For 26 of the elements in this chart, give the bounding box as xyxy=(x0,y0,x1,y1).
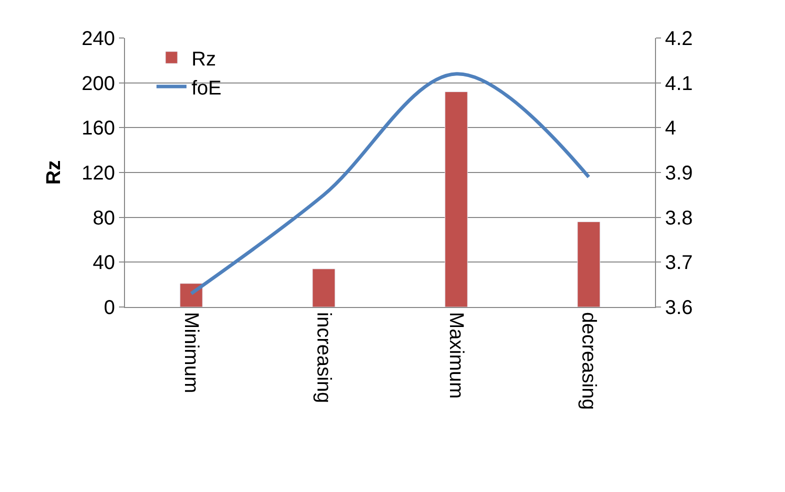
x-tick-label: Minimum xyxy=(180,312,202,394)
x-tick-label: decreasing xyxy=(577,312,600,410)
x-tick-label: Maximum xyxy=(444,312,467,399)
bar xyxy=(444,92,468,307)
y-axis-title: Rz xyxy=(43,160,66,185)
y2-tick-label: 3.8 xyxy=(665,207,693,230)
y-tick-label: 240 xyxy=(82,28,115,50)
y-tick-label: 160 xyxy=(82,118,115,140)
y-tick-label: 200 xyxy=(82,72,115,95)
y2-tick-label: 3.7 xyxy=(665,252,693,274)
bar xyxy=(312,268,336,307)
y-tick-label: 80 xyxy=(92,207,115,230)
line-series xyxy=(190,72,590,296)
y2-tick-label: 4.2 xyxy=(665,28,693,50)
bar xyxy=(577,222,600,307)
y2-tick-label: 4 xyxy=(665,118,676,140)
legend-label: Rz xyxy=(192,48,216,70)
x-tick-label: increasing xyxy=(312,312,334,404)
y2-tick-label: 3.9 xyxy=(665,162,693,184)
y-tick-label: 0 xyxy=(104,297,115,319)
y-tick-label: 40 xyxy=(92,252,115,274)
bar xyxy=(180,283,203,307)
y2-tick-label: 3.6 xyxy=(665,297,693,319)
legend-label: foE xyxy=(192,77,222,100)
y-tick-label: 120 xyxy=(82,162,115,184)
y2-tick-label: 4.1 xyxy=(665,72,693,95)
